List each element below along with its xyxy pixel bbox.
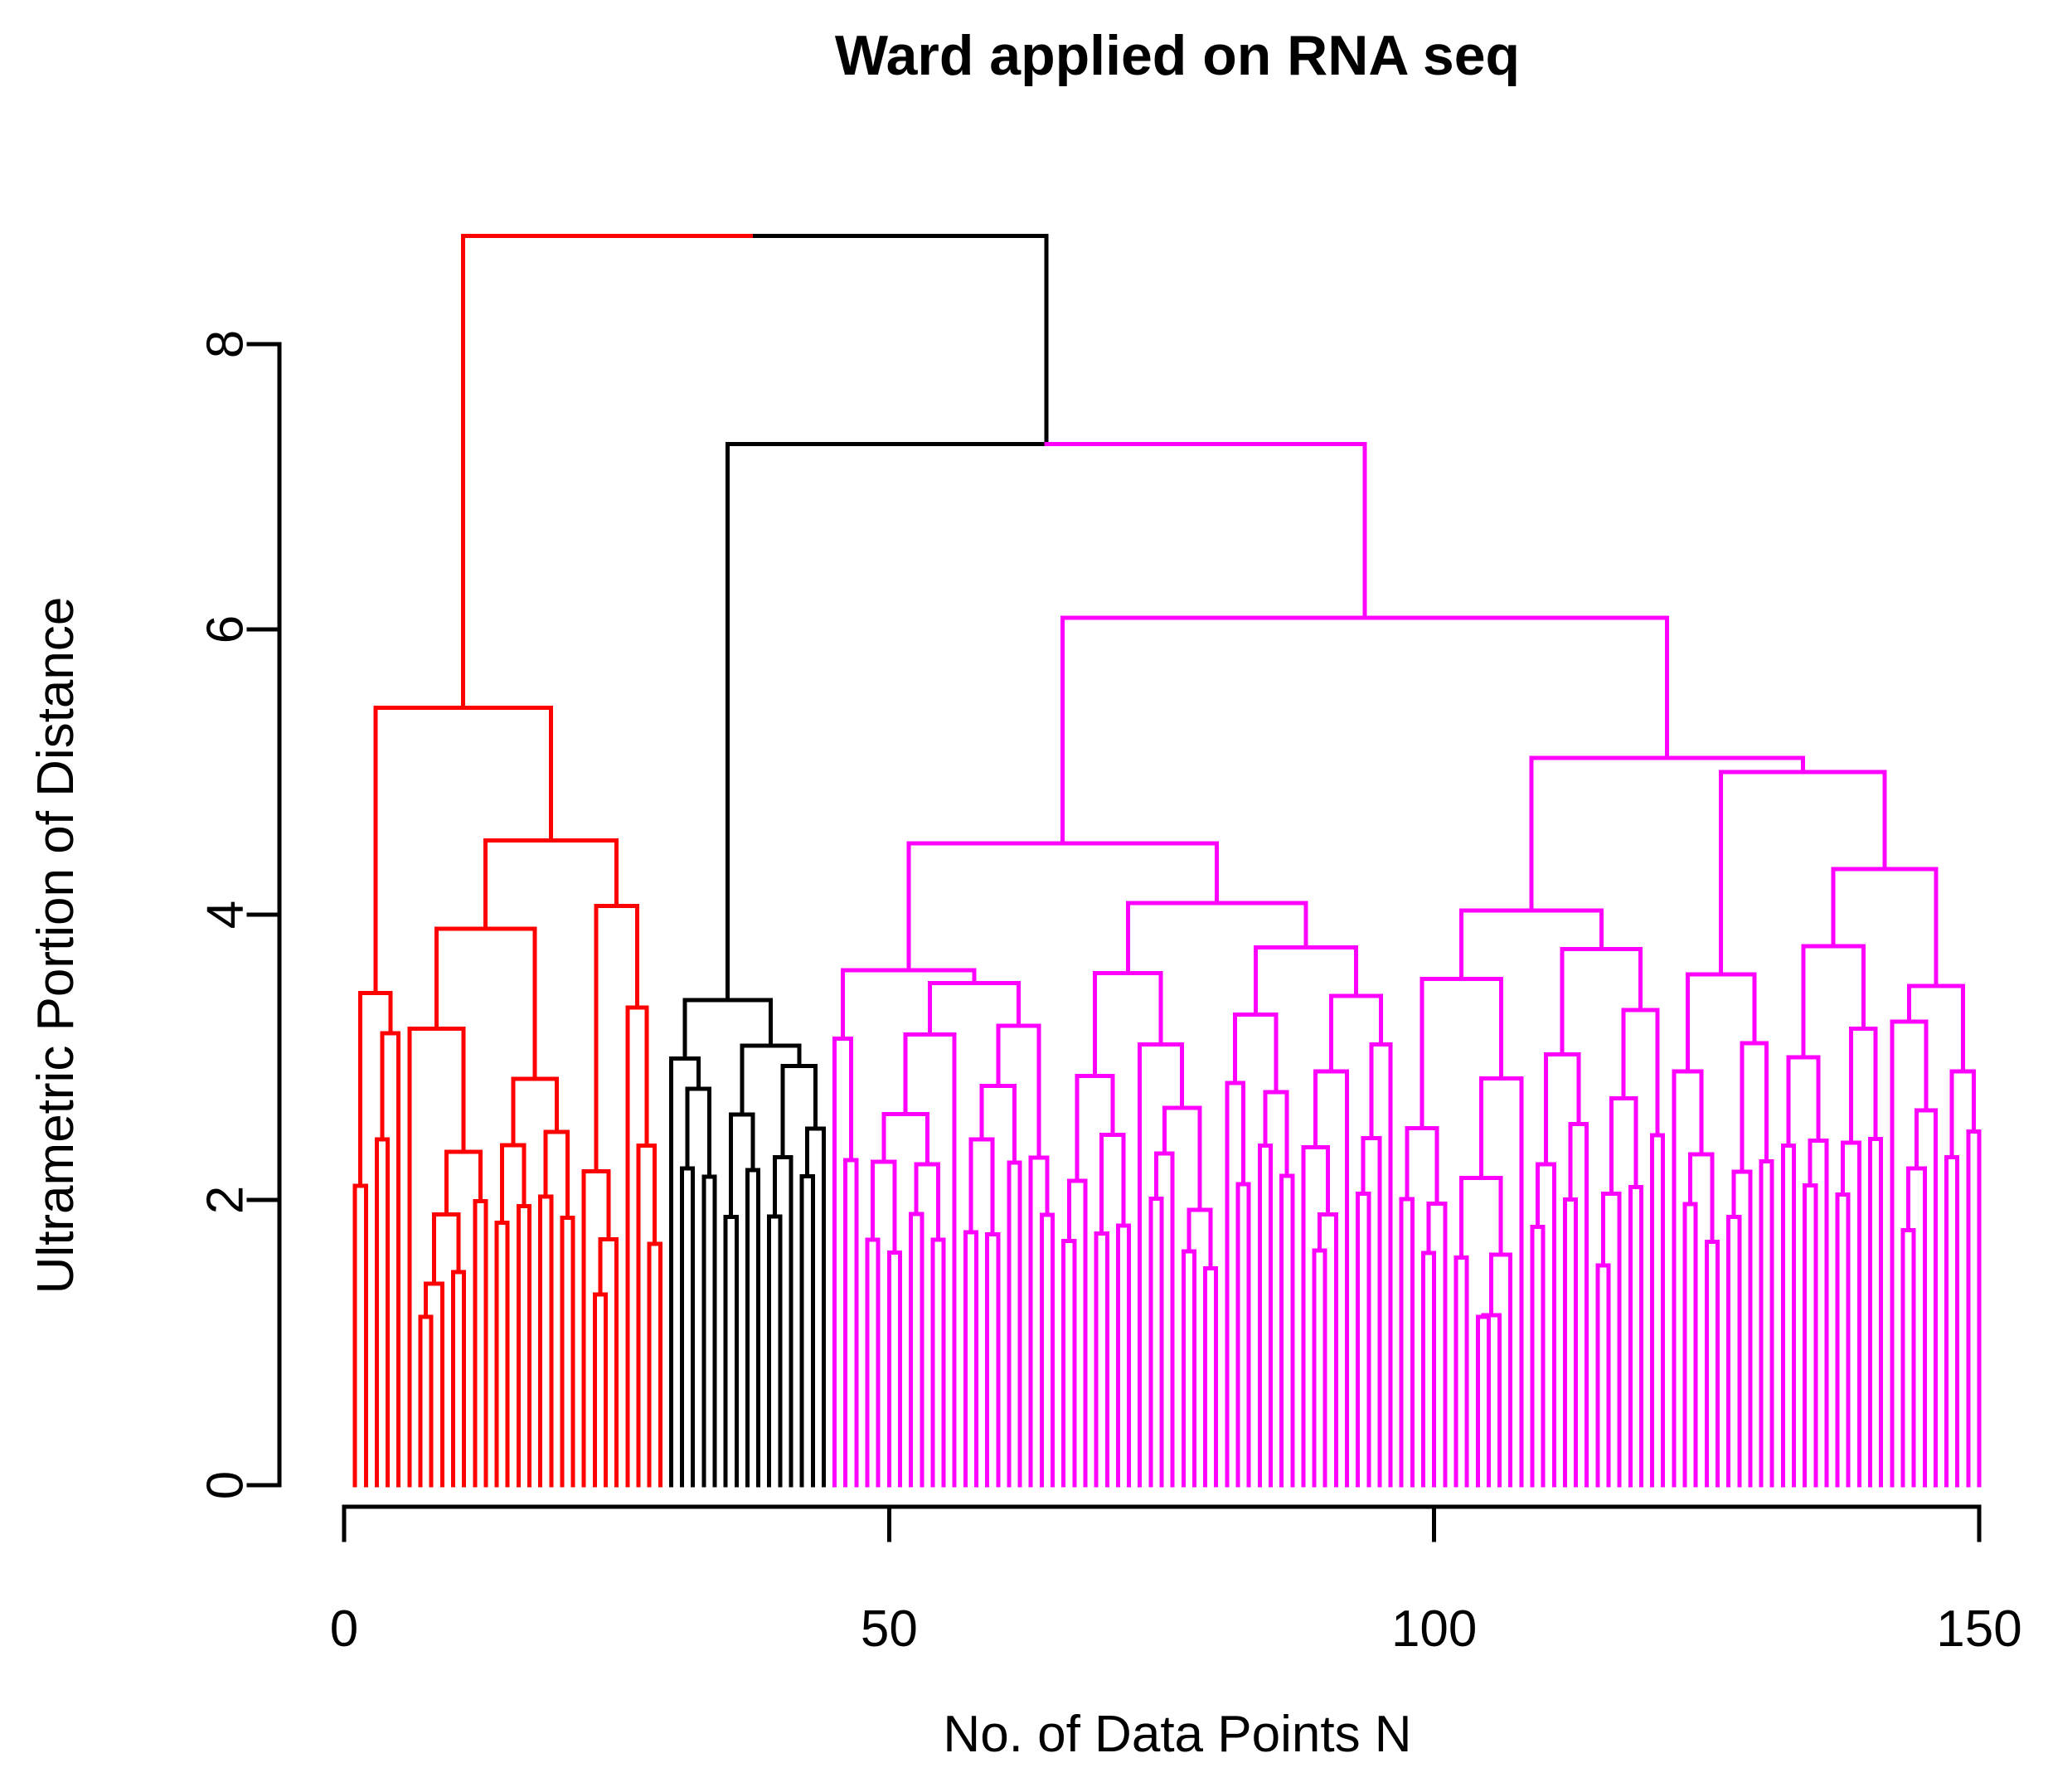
x-tick-label: 150 xyxy=(1936,1600,2021,1658)
dendrogram-tree xyxy=(352,233,1982,1488)
chart-title: Ward applied on RNA seq xyxy=(835,24,1520,87)
x-tick-label: 0 xyxy=(330,1600,358,1658)
y-tick-label: 4 xyxy=(197,901,255,929)
y-tick-label: 2 xyxy=(197,1186,255,1214)
x-tick-label: 100 xyxy=(1391,1600,1477,1658)
dendrogram-branches xyxy=(832,441,1982,1488)
dendrogram-branches xyxy=(668,233,1049,1488)
axis-lines xyxy=(246,342,1982,1542)
y-tick-label: 8 xyxy=(197,330,255,358)
y-axis-label: Ultrametric Portion of Distance xyxy=(27,597,85,1294)
x-axis-label: No. of Data Points N xyxy=(943,1706,1411,1763)
y-tick-label: 0 xyxy=(197,1471,255,1499)
y-tick-label: 6 xyxy=(197,615,255,643)
dendrogram-branches xyxy=(352,233,757,1488)
x-tick-label: 50 xyxy=(861,1600,918,1658)
axes: 0 2 4 6 8 0 50 100 150 xyxy=(197,330,2022,1658)
